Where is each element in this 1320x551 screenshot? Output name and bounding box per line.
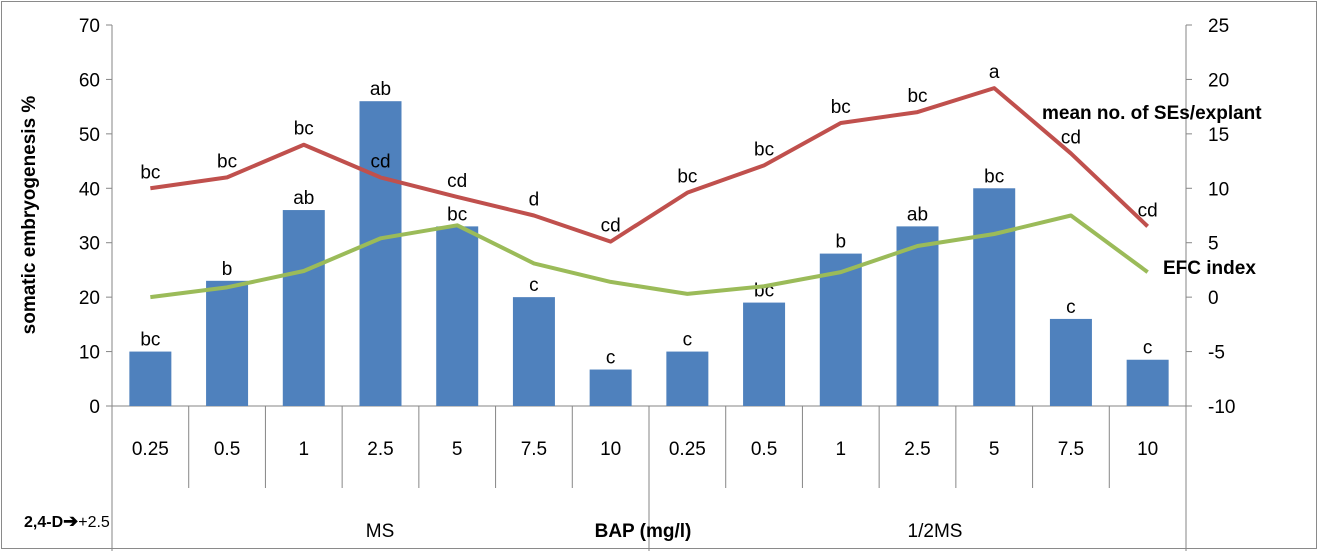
bar xyxy=(359,101,402,406)
x-tick-label: 10 xyxy=(1137,439,1158,460)
bar xyxy=(206,280,249,406)
y-left-tick-label: 60 xyxy=(79,70,100,91)
y-right-tick-label: 20 xyxy=(1208,70,1229,91)
bar xyxy=(1049,318,1092,406)
y-left-tick-label: 0 xyxy=(89,397,100,418)
line-label: bc xyxy=(831,97,851,118)
bar-label: c xyxy=(1066,297,1076,318)
line-label: d xyxy=(529,190,540,211)
y-right-tick-label: 5 xyxy=(1208,234,1219,255)
bar xyxy=(589,369,632,406)
prefix-value: +2.5 xyxy=(78,514,110,531)
y-left-tick-label: 40 xyxy=(79,179,100,200)
bar-label: ab xyxy=(907,204,928,225)
bar xyxy=(512,297,555,406)
bar xyxy=(666,351,709,406)
x-tick-label: 2.5 xyxy=(367,439,393,460)
x-tick-label: 0.25 xyxy=(669,439,706,460)
y-left-tick-label: 70 xyxy=(79,16,100,37)
bar-label: c xyxy=(606,348,616,369)
x-tick-label: 5 xyxy=(452,439,463,460)
bar-label: b xyxy=(835,232,846,253)
group-label-half-ms: 1/2MS xyxy=(907,521,963,542)
bar-label: ab xyxy=(293,188,314,209)
bar xyxy=(896,226,939,406)
x-tick-label: 2.5 xyxy=(904,439,930,460)
x-tick-label: 7.5 xyxy=(521,439,547,460)
bar-label: bc xyxy=(140,330,160,351)
line-label: bc xyxy=(677,167,697,188)
line-label: bc xyxy=(140,162,160,183)
x-tick-label: 0.5 xyxy=(751,439,777,460)
bar xyxy=(1126,359,1169,406)
y-left-tick-label: 20 xyxy=(79,288,100,309)
line-label: cd xyxy=(601,216,621,237)
line-label: bc xyxy=(907,86,927,107)
x-tick-label: 1 xyxy=(298,439,309,460)
legend-efc-index: EFC index xyxy=(1163,258,1256,279)
bar xyxy=(743,302,786,406)
bar xyxy=(973,188,1016,406)
bar-label: c xyxy=(529,275,539,296)
line-label: cd xyxy=(1061,127,1081,148)
line-label: cd xyxy=(370,151,390,172)
y-right-tick-label: -5 xyxy=(1208,343,1225,364)
bar xyxy=(436,226,479,406)
bar-label: bc xyxy=(447,204,467,225)
efc-index-line xyxy=(150,213,1149,300)
y-right-tick-label: 25 xyxy=(1208,16,1229,37)
x-tick-label: 1 xyxy=(835,439,846,460)
y-right-tick-label: -10 xyxy=(1208,397,1235,418)
x-tick-label: 10 xyxy=(600,439,621,460)
y-right-tick-label: 15 xyxy=(1208,125,1229,146)
legend-mean-ses: mean no. of SEs/explant xyxy=(1042,103,1262,124)
bar-label: bc xyxy=(984,166,1004,187)
y-left-tick-label: 10 xyxy=(79,343,100,364)
group-label-ms: MS xyxy=(365,521,395,542)
y-left-tick-label: 30 xyxy=(79,234,100,255)
arrow-right-icon: ➔ xyxy=(63,511,79,531)
bar xyxy=(129,351,172,406)
y-right-tick-label: 10 xyxy=(1208,179,1229,200)
y-right-tick-label: 0 xyxy=(1208,288,1219,309)
line-label: bc xyxy=(217,151,237,172)
y-axis-title: somatic embryogenesis % xyxy=(19,95,40,335)
bar-label: c xyxy=(683,330,693,351)
line-label: bc xyxy=(294,119,314,140)
line-label: cd xyxy=(447,171,467,192)
bar-label: ab xyxy=(370,79,391,100)
bar-label: b xyxy=(222,259,233,280)
line-label: cd xyxy=(1138,200,1158,221)
x-tick-label: 0.5 xyxy=(214,439,240,460)
y-left-tick-label: 50 xyxy=(79,125,100,146)
x-tick-label: 0.25 xyxy=(132,439,169,460)
treatment-prefix: 2,4-D➔+2.5 xyxy=(24,511,110,532)
bar-label: c xyxy=(1143,338,1153,359)
bar xyxy=(282,210,325,406)
line-label: bc xyxy=(754,139,774,160)
x-axis-title: BAP (mg/l) xyxy=(594,521,692,542)
x-tick-label: 5 xyxy=(989,439,1000,460)
line-label: a xyxy=(989,62,1000,83)
x-tick-label: 7.5 xyxy=(1058,439,1084,460)
mean-ses-line xyxy=(150,86,1150,244)
bar xyxy=(819,253,862,406)
prefix-label: 2,4-D xyxy=(24,514,64,531)
